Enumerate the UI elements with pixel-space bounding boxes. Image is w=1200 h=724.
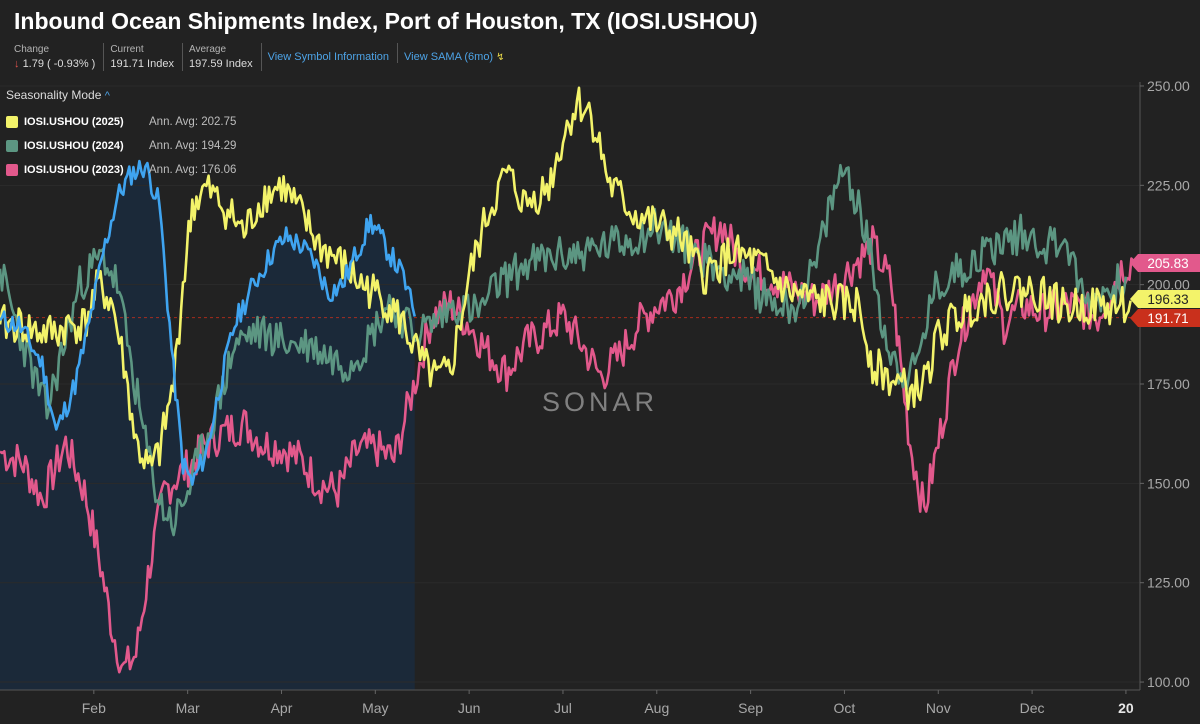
change-stat: Change ↓ 1.79 ( -0.93% ) xyxy=(14,43,105,71)
sonar-watermark: SONAR xyxy=(542,387,658,417)
average-label: Average xyxy=(188,44,227,55)
legend-avg-2025: Ann. Avg: 202.75 xyxy=(149,116,237,128)
view-sama-label: View SAMA (6mo) xyxy=(404,51,494,63)
change-value: 1.79 ( -0.93% ) xyxy=(22,58,96,70)
legend-swatch-2023 xyxy=(6,164,18,176)
y-tick-label: 175.00 xyxy=(1147,376,1190,392)
value-badges: 205.83 196.33 191.71 xyxy=(1130,254,1200,327)
y-tick-label: 200.00 xyxy=(1147,277,1190,293)
prior-period-shading xyxy=(0,161,415,691)
current-label: Current xyxy=(110,44,144,55)
current-value: 191.71 Index xyxy=(110,58,174,70)
value-badge-label: 196.33 xyxy=(1147,292,1188,307)
x-tick-label: Apr xyxy=(271,700,293,716)
y-tick-label: 250.00 xyxy=(1147,80,1190,94)
view-sama-link[interactable]: View SAMA (6mo) ↯ xyxy=(404,43,513,63)
down-arrow-icon: ↓ xyxy=(14,58,20,70)
legend: Seasonality Mode ^ IOSI.USHOU (2025) Ann… xyxy=(6,88,236,182)
seasonality-mode-label: Seasonality Mode xyxy=(6,88,102,102)
value-badge xyxy=(1130,290,1200,308)
change-value-row: ↓ 1.79 ( -0.93% ) xyxy=(14,57,95,71)
value-badge-label: 205.83 xyxy=(1147,256,1188,271)
y-tick-label: 225.00 xyxy=(1147,177,1190,193)
x-tick-label: 20 xyxy=(1118,700,1134,716)
legend-avg-2024: Ann. Avg: 194.29 xyxy=(149,140,237,152)
x-tick-label: Feb xyxy=(82,700,106,716)
series-lines xyxy=(0,86,1135,674)
x-tick-label: Jun xyxy=(458,700,481,716)
reference-area xyxy=(0,161,415,691)
legend-swatch-2024 xyxy=(6,140,18,152)
view-symbol-information-link[interactable]: View Symbol Information xyxy=(268,43,399,63)
chart-title: Inbound Ocean Shipments Index, Port of H… xyxy=(14,8,758,34)
x-tick-label: Aug xyxy=(644,700,669,716)
x-tick-label: Dec xyxy=(1020,700,1045,716)
chevron-up-icon: ^ xyxy=(104,90,110,102)
change-label: Change xyxy=(14,44,50,55)
reference-line xyxy=(0,159,416,486)
series-line-2023 xyxy=(0,216,1135,674)
value-badge xyxy=(1130,254,1200,272)
x-tick-label: Sep xyxy=(738,700,763,716)
legend-name-2024: IOSI.USHOU (2024) xyxy=(24,140,124,152)
series-line-2025 xyxy=(0,86,1132,470)
y-tick-label: 125.00 xyxy=(1147,575,1190,591)
value-badge-label: 191.71 xyxy=(1147,311,1188,326)
legend-item-2024[interactable]: IOSI.USHOU (2024) Ann. Avg: 194.29 xyxy=(6,134,236,158)
x-tick-label: Mar xyxy=(176,700,200,716)
x-tick-label: Nov xyxy=(926,700,951,716)
sama-icon: ↯ xyxy=(496,52,505,63)
axes: 250.00 225.00 200.00 175.00 150.00 125.00 100.… xyxy=(0,80,1190,716)
legend-item-2025[interactable]: IOSI.USHOU (2025) Ann. Avg: 202.75 xyxy=(6,110,236,134)
legend-avg-2023: Ann. Avg: 176.06 xyxy=(149,164,237,176)
series-line-2024 xyxy=(0,163,1128,537)
average-value: 197.59 Index xyxy=(188,58,253,70)
value-badge xyxy=(1130,309,1200,327)
x-tick-label: Jul xyxy=(554,700,572,716)
x-tick-label: Oct xyxy=(834,700,856,716)
stats-bar: Change ↓ 1.79 ( -0.93% ) Current 191.71 … xyxy=(14,43,519,71)
y-tick-label: 100.00 xyxy=(1147,674,1190,690)
average-stat: Average 197.59 Index xyxy=(189,43,262,71)
seasonality-chart[interactable]: SONAR 250.00 225.00 200.00 175.00 150.00 125.… xyxy=(0,80,1200,724)
y-tick-label: 150.00 xyxy=(1147,475,1190,491)
seasonality-mode-toggle[interactable]: Seasonality Mode ^ xyxy=(6,88,236,102)
legend-swatch-2025 xyxy=(6,116,18,128)
legend-item-2023[interactable]: IOSI.USHOU (2023) Ann. Avg: 176.06 xyxy=(6,158,236,182)
x-tick-label: May xyxy=(362,700,388,716)
legend-name-2023: IOSI.USHOU (2023) xyxy=(24,164,124,176)
current-stat: Current 191.71 Index xyxy=(110,43,183,71)
legend-name-2025: IOSI.USHOU (2025) xyxy=(24,116,124,128)
